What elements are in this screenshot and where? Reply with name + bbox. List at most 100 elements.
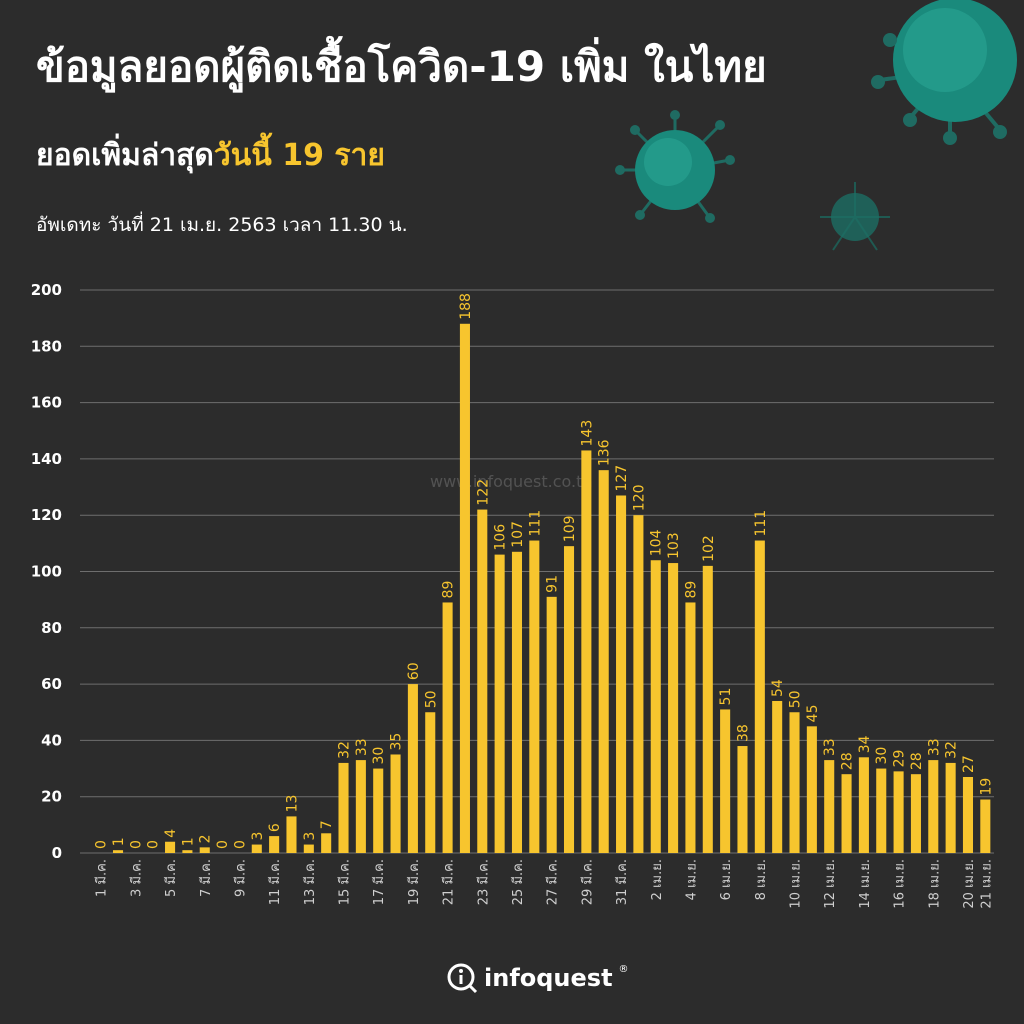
bar	[581, 450, 592, 853]
data-label: 127	[614, 465, 630, 492]
bar	[650, 560, 661, 853]
x-tick-label: 27 มี.ค.	[545, 859, 561, 905]
data-label: 0	[232, 840, 248, 849]
bar	[789, 712, 800, 853]
bar	[858, 757, 869, 853]
x-tick-label: 6 เม.ย.	[719, 859, 734, 900]
bar	[910, 774, 921, 853]
bar	[806, 726, 817, 853]
x-tick-label: 31 มี.ค.	[614, 859, 630, 905]
bar	[112, 850, 124, 853]
x-tick-label: 21 เม.ย.	[979, 859, 994, 909]
bar	[702, 565, 713, 853]
data-label: 103	[666, 532, 682, 559]
y-tick-label: 160	[31, 394, 62, 412]
bar	[373, 768, 384, 853]
bar	[824, 760, 835, 853]
data-label: 33	[822, 738, 838, 756]
bar	[962, 776, 974, 853]
data-label: 136	[597, 439, 613, 466]
brand-logo: infoquest ®	[446, 962, 629, 994]
y-tick-label: 20	[41, 788, 62, 806]
x-tick-label: 21 มี.ค.	[441, 859, 457, 905]
bar	[876, 768, 887, 853]
x-tick-label: 2 เม.ย.	[650, 859, 665, 900]
bar	[511, 551, 523, 853]
data-label: 0	[128, 840, 144, 849]
data-label: 0	[94, 840, 110, 849]
data-label: 104	[649, 529, 665, 556]
subtitle-prefix: ยอดเพิ่มล่าสุด	[36, 138, 214, 173]
bar	[685, 602, 696, 853]
data-label: 3	[302, 832, 318, 841]
x-tick-label: 13 มี.ค.	[302, 859, 318, 905]
bar	[633, 515, 644, 853]
x-tick-label: 25 มี.ค.	[510, 859, 526, 905]
data-label: 2	[198, 834, 214, 843]
bar	[425, 712, 436, 853]
bar	[199, 847, 210, 853]
bar	[616, 495, 627, 853]
bar	[251, 844, 262, 853]
x-tick-label: 1 มี.ค.	[94, 859, 110, 897]
bar	[303, 844, 314, 853]
bar	[442, 602, 453, 853]
update-timestamp: อัพเดทะ วันที่ 21 เม.ย. 2563 เวลา 11.30 …	[36, 214, 408, 236]
bar	[390, 754, 401, 853]
virus-icon	[615, 110, 735, 223]
bar	[737, 746, 748, 853]
x-tick-label: 8 เม.ย.	[754, 859, 769, 900]
data-label: 1	[111, 837, 127, 846]
data-label: 32	[337, 741, 353, 759]
data-label: 30	[874, 747, 890, 765]
y-tick-label: 200	[31, 281, 62, 299]
y-tick-label: 100	[31, 563, 62, 581]
data-label: 91	[545, 575, 561, 593]
bar	[841, 774, 852, 853]
bar	[529, 540, 540, 853]
bar	[563, 546, 575, 853]
brand-registered-mark: ®	[618, 964, 629, 975]
bar	[720, 709, 731, 853]
bar	[269, 836, 280, 853]
bar	[546, 596, 557, 853]
data-label: 60	[406, 662, 422, 680]
x-tick-label: 19 มี.ค.	[406, 859, 422, 905]
data-label: 7	[319, 820, 335, 829]
x-tick-label: 20 เม.ย.	[962, 859, 977, 909]
y-tick-label: 180	[31, 337, 62, 355]
bar	[494, 554, 505, 853]
data-label: 50	[423, 690, 439, 708]
data-label: 3	[250, 832, 266, 841]
data-label: 32	[944, 741, 960, 759]
bar	[286, 816, 297, 853]
bar	[459, 323, 470, 853]
data-label: 29	[892, 750, 908, 768]
x-tick-label: 17 มี.ค.	[371, 859, 387, 905]
data-label: 28	[840, 752, 856, 770]
y-tick-label: 60	[41, 675, 62, 693]
data-label: 4	[163, 829, 179, 838]
data-label: 89	[441, 581, 457, 599]
data-label: 143	[579, 420, 595, 447]
bar	[754, 540, 765, 853]
data-label: 102	[701, 535, 717, 562]
virus-icon	[871, 0, 1017, 145]
watermark: www.infoquest.co.th	[430, 472, 593, 491]
data-label: 45	[805, 704, 821, 722]
data-label: 6	[267, 823, 283, 832]
data-label: 0	[146, 840, 162, 849]
data-label: 107	[510, 521, 526, 548]
chart-title: ข้อมูลยอดผู้ติดเชื้อโควิด-19 เพิ่ม ในไทย	[36, 42, 767, 91]
data-label: 109	[562, 515, 578, 542]
data-label: 1	[180, 837, 196, 846]
info-icon	[447, 963, 478, 994]
data-label: 33	[926, 738, 942, 756]
data-label: 54	[770, 679, 786, 697]
bar	[321, 833, 332, 853]
data-label: 13	[284, 795, 300, 813]
bar	[668, 563, 679, 853]
bar	[338, 762, 349, 853]
bar	[945, 762, 956, 853]
